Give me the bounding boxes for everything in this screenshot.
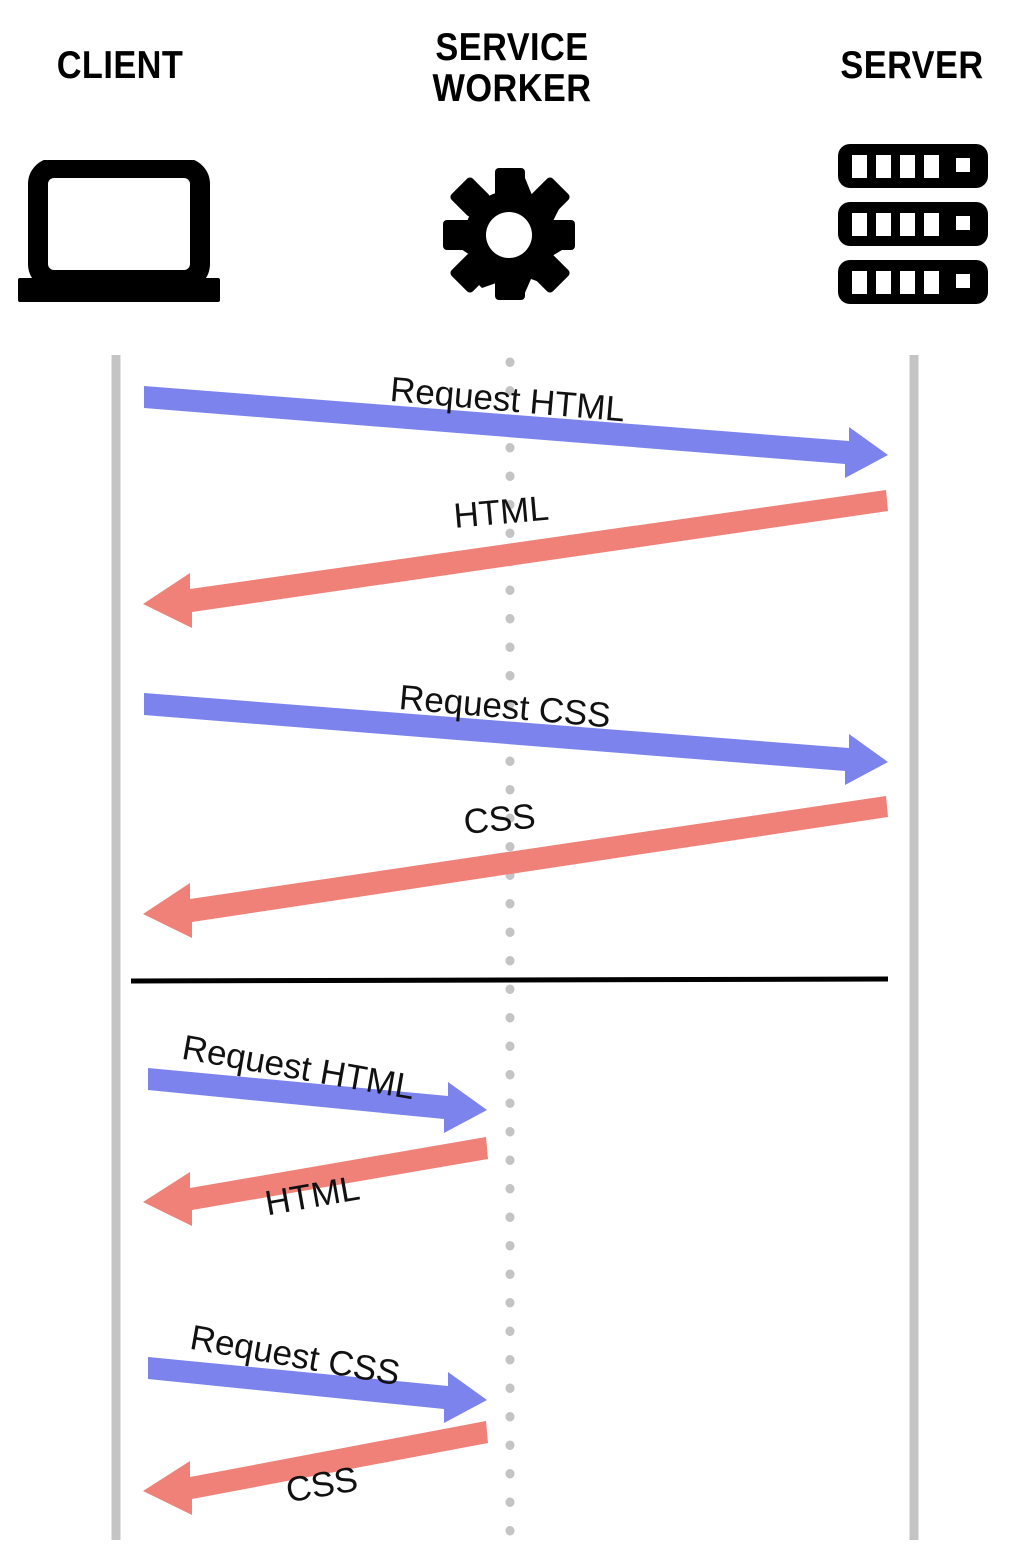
- arrow-request-css-service-worker: [148, 1357, 487, 1423]
- column-header-server: SERVER: [840, 44, 984, 87]
- gear-icon: [443, 168, 575, 300]
- arrow-css-response-service-worker: [143, 1421, 488, 1515]
- laptop-icon: [18, 158, 220, 302]
- arrow-request-html-service-worker: [148, 1068, 487, 1133]
- arrow-css-response-server: [143, 796, 888, 938]
- column-header-service-worker: SERVICE WORKER: [406, 26, 617, 110]
- arrow-request-css-server: [144, 693, 888, 785]
- column-header-client: CLIENT: [56, 44, 184, 87]
- arrow-request-html-server: [144, 386, 888, 478]
- server-rack-icon: [838, 140, 988, 308]
- flow-label-css-response-server: CSS: [462, 796, 538, 842]
- scenario-divider: [130, 976, 889, 984]
- flow-label-html-response-server: HTML: [452, 488, 551, 536]
- arrow-html-response-server: [143, 490, 888, 628]
- arrow-html-response-service-worker: [143, 1137, 488, 1226]
- column-header-service-worker-line2: WORKER: [432, 66, 592, 110]
- column-header-service-worker-line1: SERVICE: [435, 26, 589, 69]
